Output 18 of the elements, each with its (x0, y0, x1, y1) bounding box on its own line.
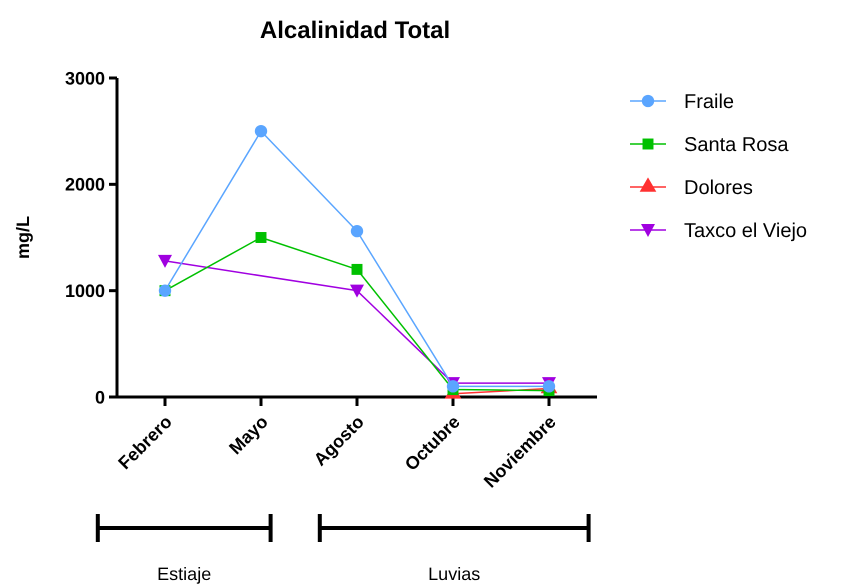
y-tick-label: 1000 (64, 280, 105, 301)
legend-label: Fraile (684, 91, 734, 113)
point (254, 125, 268, 138)
y-tick-label: 0 (94, 387, 105, 408)
legend-label: Santa Rosa (684, 134, 790, 156)
point (158, 254, 172, 268)
y-tick-label: 2000 (64, 174, 105, 195)
point (350, 284, 364, 298)
text: Estiaje (157, 564, 212, 584)
point (350, 224, 364, 238)
text: Luvias (428, 564, 480, 584)
chart-title: Alcalinidad Total (260, 17, 450, 44)
y-tick-label: 3000 (64, 68, 105, 88)
legend-label: Taxco el Viejo (684, 220, 808, 242)
point (352, 264, 362, 275)
y-axis-title: mg/L (13, 216, 33, 259)
point (256, 232, 266, 243)
legend-label: Dolores (684, 177, 753, 199)
